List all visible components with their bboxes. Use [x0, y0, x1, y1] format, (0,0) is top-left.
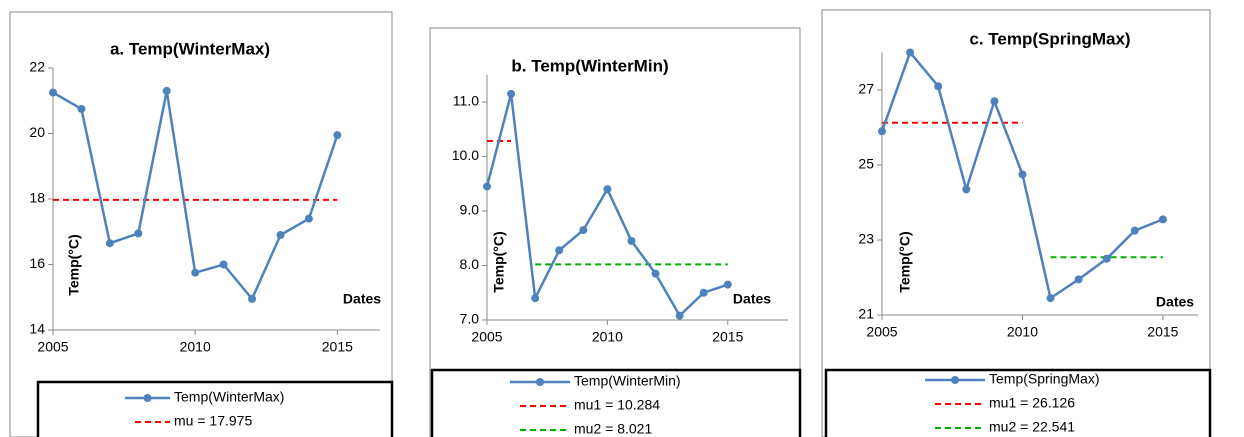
data-point — [699, 288, 708, 297]
x-tick-label: 2015 — [1147, 324, 1178, 340]
data-point — [276, 231, 285, 240]
y-tick-label: 14 — [29, 321, 45, 337]
data-point — [134, 229, 143, 238]
legend-box — [36, 380, 394, 437]
data-point — [651, 269, 660, 278]
data-point — [105, 239, 114, 248]
data-point — [304, 214, 313, 223]
x-tick-label: 2005 — [471, 329, 502, 345]
y-tick-label: 10.0 — [452, 147, 479, 163]
legend-label: Temp(WinterMax) — [174, 389, 284, 405]
data-point — [1046, 294, 1055, 303]
x-tick-label: 2005 — [37, 339, 68, 355]
data-point — [962, 185, 971, 194]
y-tick-label: 8.0 — [460, 256, 480, 272]
legend-label: mu1 = 10.284 — [574, 397, 660, 413]
data-point — [627, 236, 636, 245]
legend-label: Temp(WinterMin) — [574, 373, 681, 389]
panel-border — [821, 9, 1211, 437]
data-point — [878, 127, 886, 136]
y-axis-label: Temp(°C) — [897, 231, 913, 292]
chart-panel: b. Temp(WinterMin) 7.0 8.0 9.0 10.0 11.0 2005 2… — [429, 27, 802, 437]
data-point — [906, 48, 915, 57]
legend-label: Temp(SpringMax) — [989, 371, 1099, 387]
y-axis-label: Temp(°C) — [491, 231, 507, 292]
x-tick-label: 2010 — [592, 329, 623, 345]
data-point — [579, 226, 588, 235]
chart-panel: c. Temp(SpringMax) 21 23 25 27 2005 2010 2015 Te… — [821, 9, 1212, 437]
x-tick-label: 2005 — [866, 324, 897, 340]
data-point — [934, 82, 943, 91]
data-point — [1074, 275, 1083, 284]
legend-label: mu2 = 22.541 — [989, 419, 1075, 435]
data-point — [49, 88, 57, 97]
y-tick-label: 18 — [29, 190, 45, 206]
y-tick-label: 9.0 — [460, 202, 480, 218]
data-point — [333, 131, 342, 140]
data-point — [1102, 254, 1111, 263]
data-point — [191, 268, 200, 277]
data-point — [77, 104, 86, 113]
x-axis-label: Dates — [343, 291, 381, 307]
legend-marker — [951, 376, 959, 384]
y-axis-label: Temp(°C) — [66, 234, 82, 295]
data-point — [675, 311, 684, 320]
x-tick-label: 2015 — [712, 329, 743, 345]
legend-label: mu1 = 26.126 — [989, 395, 1075, 411]
y-tick-label: 7.0 — [460, 311, 480, 327]
panel-border — [9, 11, 393, 437]
data-point — [483, 182, 491, 191]
x-axis-label: Dates — [733, 291, 771, 307]
y-tick-label: 25 — [858, 156, 874, 172]
x-tick-label: 2010 — [180, 339, 211, 355]
y-tick-label: 27 — [858, 81, 874, 97]
y-tick-label: 21 — [858, 306, 874, 322]
x-tick-label: 2010 — [1007, 324, 1038, 340]
legend-label: mu = 17.975 — [174, 413, 252, 429]
chart-title: c. Temp(SpringMax) — [969, 29, 1130, 48]
data-point — [603, 185, 612, 194]
chart-title: b. Temp(WinterMin) — [511, 56, 668, 75]
data-point — [531, 294, 540, 303]
y-tick-label: 22 — [29, 59, 45, 75]
data-point — [1018, 170, 1027, 179]
data-point — [723, 280, 732, 289]
legend-marker — [143, 394, 152, 402]
chart-panel: a. Temp(WinterMax) 14 16 18 20 22 2005 2010 2015… — [9, 11, 394, 437]
legend-box — [430, 368, 802, 437]
data-point — [555, 246, 564, 255]
legend-marker — [536, 378, 544, 386]
data-point — [990, 97, 999, 106]
y-tick-label: 16 — [29, 255, 45, 271]
legend-box — [824, 368, 1212, 437]
data-point — [219, 260, 228, 269]
y-tick-label: 11.0 — [453, 93, 479, 109]
data-point — [162, 86, 171, 95]
chart-title: a. Temp(WinterMax) — [110, 39, 270, 58]
data-point — [1130, 226, 1139, 235]
y-tick-label: 20 — [29, 124, 45, 140]
x-tick-label: 2015 — [322, 339, 353, 355]
legend-label: mu2 = 8.021 — [574, 421, 652, 437]
y-tick-label: 23 — [858, 231, 874, 247]
x-axis-label: Dates — [1156, 294, 1194, 310]
data-point — [1158, 215, 1167, 224]
data-point — [248, 294, 257, 303]
data-point — [507, 89, 516, 98]
